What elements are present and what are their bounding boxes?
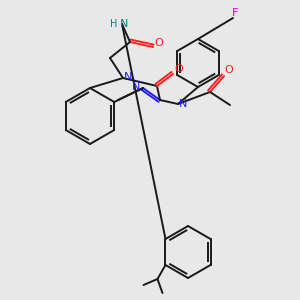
Text: H: H <box>110 19 118 29</box>
Text: N: N <box>120 19 128 29</box>
Text: N: N <box>179 99 187 109</box>
Text: N: N <box>124 72 132 82</box>
Text: F: F <box>232 8 238 18</box>
Text: O: O <box>175 64 183 74</box>
Text: O: O <box>225 65 233 75</box>
Text: O: O <box>154 38 164 48</box>
Text: N: N <box>132 82 140 92</box>
